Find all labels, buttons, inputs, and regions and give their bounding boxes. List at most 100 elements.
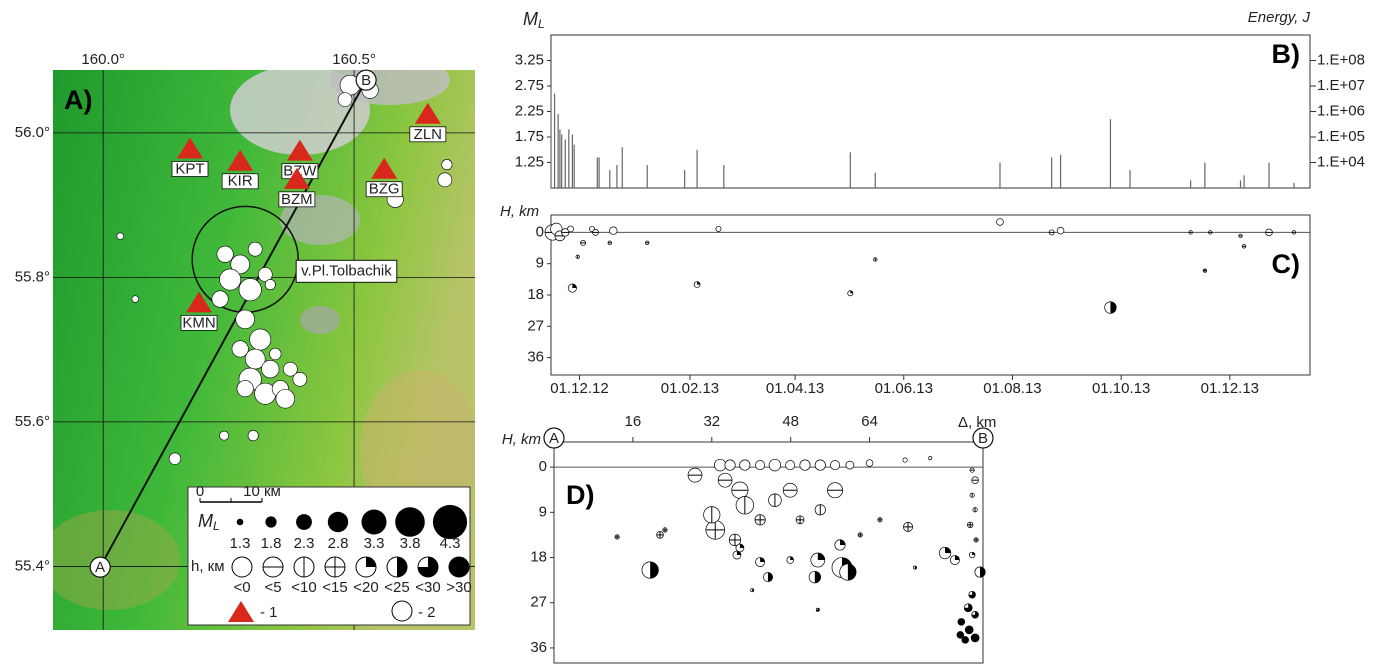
legend-magnitude-label: 3.3 — [364, 535, 385, 552]
x-tick-label: 01.02.13 — [661, 380, 719, 397]
depth-fill — [449, 557, 469, 577]
depth-fill — [971, 633, 980, 642]
legend-depth-title: h, км — [191, 558, 225, 575]
bar — [849, 152, 851, 188]
legend-event-label: - 2 — [418, 604, 436, 621]
bar — [1268, 162, 1270, 188]
depth-fill — [790, 556, 794, 561]
depth-fill — [817, 553, 825, 561]
x-tick-label: 01.08.13 — [983, 380, 1041, 397]
station-label: KPT — [175, 160, 204, 177]
depth-fill — [980, 566, 986, 578]
depth-fill — [1110, 301, 1117, 314]
event — [249, 328, 272, 351]
y2-tick-label: 1.E+07 — [1317, 77, 1365, 94]
bar — [550, 88, 552, 188]
legend-station — [228, 601, 254, 622]
subscript: L — [213, 519, 220, 533]
bar — [568, 129, 570, 188]
event — [131, 295, 139, 303]
x-tick-label: 01.04.13 — [766, 380, 824, 397]
legend-magnitude-label: 2.3 — [294, 535, 315, 552]
depth-fill — [954, 555, 960, 561]
y-tick-label: 18 — [530, 548, 547, 565]
depth-fill — [965, 625, 974, 634]
symbol: M — [198, 511, 213, 531]
event — [264, 279, 276, 291]
y2-tick-label: 1.E+08 — [1317, 51, 1365, 68]
event — [235, 309, 255, 329]
station-label: KIR — [228, 173, 253, 190]
depth-fill — [957, 618, 965, 626]
bar — [646, 165, 648, 188]
y-tick-label: 56.0° — [15, 124, 50, 141]
event — [902, 457, 908, 463]
event — [238, 278, 262, 302]
legend-depth-label: <5 — [264, 579, 281, 596]
event — [231, 340, 249, 358]
y-tick-label: 36 — [530, 639, 547, 656]
x-tick-label: 32 — [703, 413, 720, 430]
event — [236, 380, 254, 398]
bar — [696, 149, 698, 188]
depth-fill — [752, 588, 754, 592]
depth-fill — [572, 283, 577, 289]
scale-label: 10 км — [243, 483, 281, 500]
bar — [561, 134, 563, 188]
y-tick-label: 0 — [539, 458, 547, 475]
legend-magnitude — [236, 518, 244, 526]
y-tick-label: 9 — [539, 503, 547, 520]
legend-box — [187, 486, 471, 626]
panel-label: C) — [1272, 249, 1301, 279]
bar — [999, 162, 1001, 188]
y-tick-label: 55.8° — [15, 268, 50, 285]
event — [283, 361, 298, 377]
y-tick-label: 27 — [527, 317, 544, 334]
legend-depth-label: <15 — [322, 579, 347, 596]
station — [286, 139, 313, 161]
legend-depth-symbol — [231, 556, 253, 578]
bar — [1129, 170, 1131, 188]
event — [247, 241, 263, 257]
relief — [53, 510, 180, 610]
event — [724, 459, 736, 471]
depth-fill — [814, 571, 821, 583]
legend-event — [391, 600, 413, 622]
x-axis-title: Δ, km — [958, 414, 996, 431]
event — [609, 226, 618, 235]
label-box — [295, 259, 398, 283]
bar — [564, 139, 566, 188]
y-axis-title: H, km — [502, 431, 541, 448]
event — [830, 460, 841, 471]
y-axis-title: H, km — [500, 203, 539, 220]
profile-end — [972, 427, 994, 449]
bar — [571, 134, 573, 188]
legend-magnitude-label: 1.8 — [261, 535, 282, 552]
event — [261, 360, 280, 379]
event — [814, 459, 826, 471]
plot-frame — [553, 441, 984, 664]
y2-tick-label: 1.E+04 — [1317, 153, 1365, 170]
depth-fill — [968, 591, 976, 599]
y-tick-label: 18 — [527, 286, 544, 303]
event — [219, 430, 230, 441]
event — [257, 267, 273, 282]
profile-label: B — [978, 430, 988, 447]
event — [269, 347, 282, 361]
event — [567, 225, 574, 233]
legend-depth-label: <30 — [415, 579, 440, 596]
panel-label: D) — [566, 480, 595, 510]
x-tick-label: 64 — [861, 413, 878, 430]
station — [227, 149, 254, 171]
event — [441, 159, 453, 171]
event — [247, 430, 259, 442]
profile-end — [89, 556, 111, 578]
bar — [553, 93, 556, 188]
x-tick-label: 16 — [625, 413, 642, 430]
y-tick-label: 2.25 — [515, 102, 544, 119]
event — [275, 389, 296, 409]
panel-label: B) — [1272, 39, 1301, 69]
y-tick-label: 27 — [530, 594, 547, 611]
profile-end — [543, 427, 565, 449]
